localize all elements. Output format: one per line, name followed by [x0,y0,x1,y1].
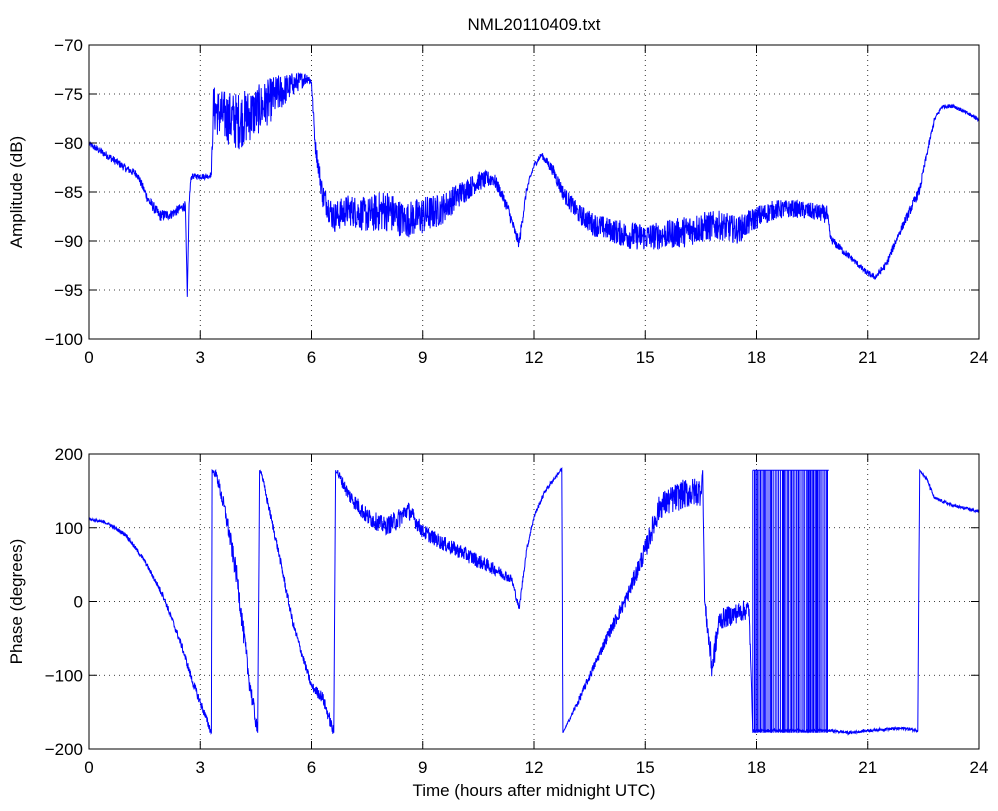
amplitude-y-axis-label: Amplitude (dB) [7,136,26,248]
x-tick-label: 0 [84,348,93,367]
figure-title: NML20110409.txt [468,15,601,34]
phase-y-axis-label: Phase (degrees) [7,539,26,665]
y-tick-label: −95 [54,281,83,300]
y-tick-label: 200 [55,445,83,464]
amplitude-ticks: 0 3 6 9 12 15 18 21 24 −100 −95 −90 −85 −80 −75 −70 [45,36,989,367]
phase-trace [89,467,979,736]
y-tick-label: −80 [54,134,83,153]
y-tick-label: −200 [45,740,83,759]
x-tick-label: 12 [525,758,544,777]
amplitude-trace [89,72,979,297]
x-tick-label: 21 [858,348,877,367]
y-tick-label: −85 [54,183,83,202]
y-tick-label: −70 [54,36,83,55]
y-tick-label: −100 [45,330,83,349]
amplitude-grid [89,45,979,339]
x-tick-label: 3 [196,758,205,777]
series-line [89,72,979,297]
phase-ticks: 0 3 6 9 12 15 18 21 24 −200 −100 0 100 200 [45,445,989,777]
y-tick-label: 0 [74,593,83,612]
x-tick-label: 24 [970,348,989,367]
x-tick-label: 6 [307,758,316,777]
x-tick-label: 18 [747,348,766,367]
x-tick-label: 15 [636,758,655,777]
phase-plot: 0 3 6 9 12 15 18 21 24 −200 −100 0 100 200 Phase (deg… [7,445,988,800]
x-tick-label: 6 [307,348,316,367]
x-tick-label: 9 [418,348,427,367]
y-tick-label: −75 [54,85,83,104]
phase-wrap-lines [752,469,829,733]
x-tick-label: 18 [747,758,766,777]
y-tick-label: −90 [54,232,83,251]
y-tick-label: −100 [45,666,83,685]
x-tick-label: 3 [196,348,205,367]
amplitude-plot: 0 3 6 9 12 15 18 21 24 −100 −95 −90 −85 −80 −75 −70 Amp… [7,36,988,367]
series-line [89,467,979,736]
x-tick-label: 15 [636,348,655,367]
phase-x-axis-label: Time (hours after midnight UTC) [412,781,655,800]
x-tick-label: 0 [84,758,93,777]
y-tick-label: 100 [55,519,83,538]
x-tick-label: 24 [970,758,989,777]
x-tick-label: 21 [858,758,877,777]
x-tick-label: 12 [525,348,544,367]
x-tick-label: 9 [418,758,427,777]
